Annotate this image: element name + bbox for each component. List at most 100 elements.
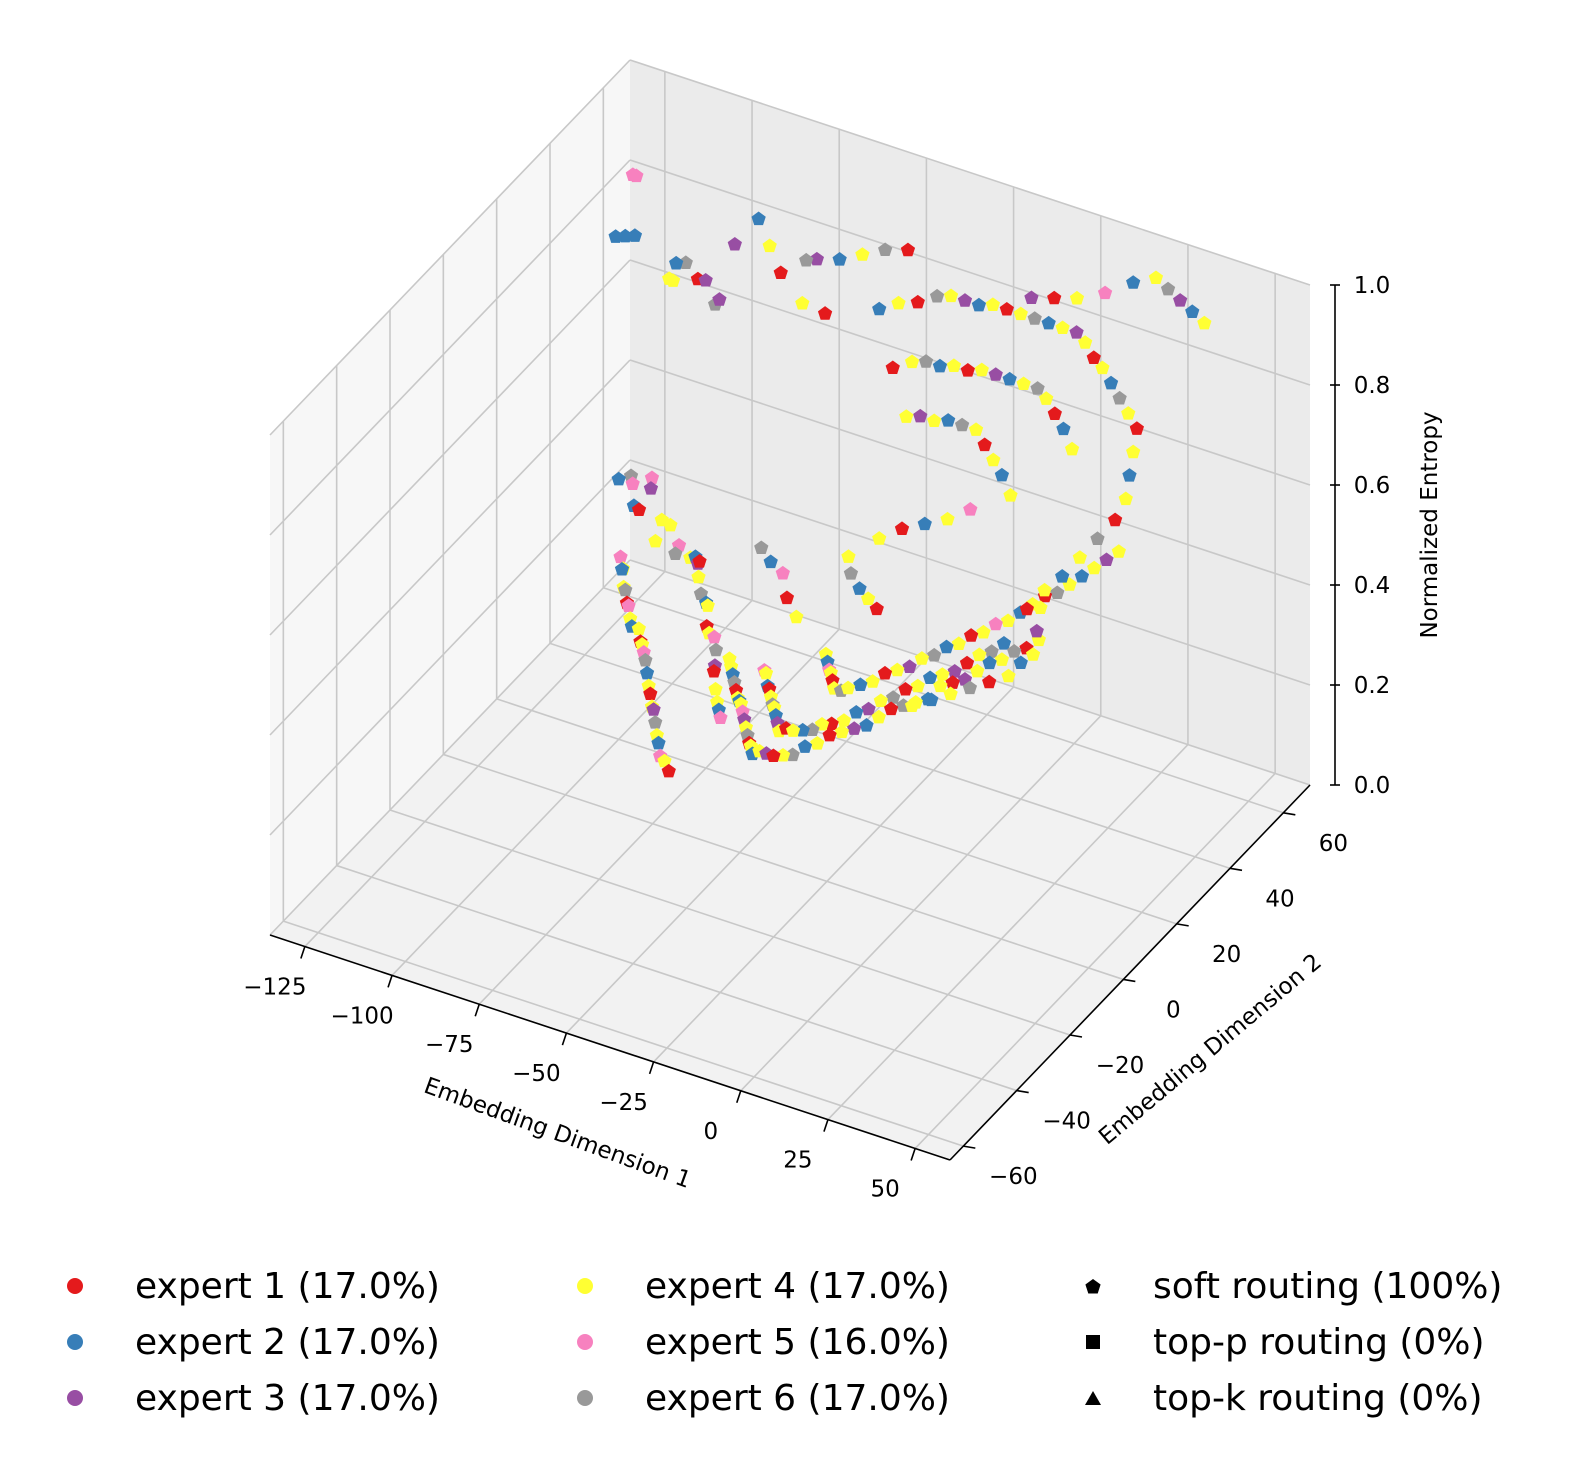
data-point — [706, 663, 722, 678]
data-point — [611, 471, 626, 486]
z-tick-label: 0.2 — [1354, 673, 1391, 699]
data-point — [1047, 406, 1062, 420]
data-point — [982, 655, 997, 670]
data-point — [657, 753, 672, 768]
data-point — [1033, 600, 1048, 614]
data-point — [933, 678, 948, 693]
data-point — [974, 362, 989, 377]
legend-routing-square-label: top-p routing (0%) — [1153, 1321, 1485, 1363]
data-point — [999, 301, 1014, 316]
data-point — [1103, 375, 1119, 390]
data-point — [618, 228, 633, 243]
y-tick-label: −20 — [1096, 1053, 1145, 1079]
data-point — [922, 670, 938, 685]
data-point — [941, 413, 956, 427]
legend-expert-4-label: expert 4 (17.0%) — [645, 1265, 950, 1307]
data-point — [872, 531, 887, 545]
data-point — [898, 681, 913, 696]
data-point — [631, 502, 647, 516]
y-tick-label: −40 — [1042, 1109, 1091, 1135]
data-point — [643, 686, 658, 701]
legend: expert 1 (17.0%) expert 2 (17.0%) expert 3… — [0, 1258, 1579, 1448]
x-tick-label: 0 — [703, 1119, 718, 1145]
data-point — [708, 681, 723, 696]
y-tick-label: 60 — [1319, 831, 1348, 857]
data-point — [843, 566, 859, 580]
x-tick-label: −125 — [243, 975, 306, 1001]
grid-line — [269, 59, 631, 436]
grid-line — [269, 459, 631, 836]
grid-line — [304, 570, 666, 948]
y-tick-label: −60 — [989, 1164, 1038, 1190]
data-point — [648, 533, 663, 548]
legend-expert-1-marker — [55, 1266, 95, 1306]
data-point — [669, 255, 684, 270]
axis-panes — [270, 60, 1310, 1160]
z-tick-label: 0.6 — [1354, 473, 1391, 499]
x-tick — [387, 975, 393, 988]
data-point — [805, 722, 820, 736]
data-point — [977, 437, 992, 452]
data-point — [943, 686, 958, 701]
data-point — [1056, 421, 1071, 436]
data-point — [1126, 444, 1141, 459]
legend-expert-5-label: expert 5 (16.0%) — [645, 1321, 950, 1363]
data-point — [927, 413, 942, 428]
data-point — [775, 747, 791, 762]
data-points — [608, 167, 1212, 778]
y-tick-label: 40 — [1265, 886, 1294, 912]
x-tick-label: 25 — [783, 1148, 812, 1174]
data-point — [902, 659, 917, 673]
data-point — [1078, 335, 1093, 349]
data-point — [959, 655, 975, 670]
data-point — [988, 367, 1003, 381]
data-point — [963, 628, 979, 642]
data-point — [1173, 293, 1188, 307]
data-point — [1148, 270, 1164, 285]
data-point — [984, 644, 999, 658]
x-axis-label: Embedding Dimension 1 — [420, 1073, 694, 1194]
data-point — [639, 665, 655, 680]
data-point — [1064, 441, 1080, 456]
back-wall-pane — [630, 60, 1310, 785]
data-point — [1029, 623, 1044, 638]
data-point — [855, 247, 870, 261]
data-point — [890, 662, 905, 677]
axis-ticks: −125 −100 −75 −50 −25 0 25 50 −60 −40 −20 0 20 40 60 0.… — [243, 273, 1390, 1202]
grid-line — [914, 772, 1276, 1150]
data-point — [754, 540, 769, 555]
data-point — [852, 581, 867, 595]
legend-expert-6-label: expert 6 (17.0%) — [645, 1377, 950, 1419]
data-point — [1126, 275, 1141, 289]
y-tick — [1176, 923, 1189, 927]
data-point — [613, 549, 628, 564]
data-point — [968, 422, 984, 436]
data-point — [1013, 655, 1028, 670]
data-point — [910, 294, 925, 309]
data-point — [708, 642, 724, 657]
data-point — [1019, 601, 1035, 616]
data-point — [775, 565, 790, 580]
x-tick — [823, 1119, 829, 1132]
data-point — [986, 452, 1001, 467]
x-tick — [300, 946, 306, 959]
data-point — [1055, 320, 1070, 335]
data-point — [971, 297, 987, 312]
data-point — [872, 301, 887, 316]
y-axis-label: Embedding Dimension 2 — [1094, 949, 1327, 1150]
data-point — [618, 582, 633, 597]
data-point — [692, 554, 707, 568]
y-tick — [1069, 1034, 1083, 1038]
data-point — [785, 723, 801, 737]
data-point — [988, 616, 1003, 631]
data-point — [817, 306, 833, 320]
grid-line — [269, 359, 631, 736]
data-point — [785, 747, 800, 762]
legend-expert-2-marker — [55, 1322, 95, 1362]
data-point — [707, 629, 722, 644]
data-point — [878, 242, 893, 257]
data-point — [982, 674, 997, 689]
data-point — [643, 481, 659, 495]
data-point — [662, 271, 677, 285]
data-point — [795, 722, 810, 737]
